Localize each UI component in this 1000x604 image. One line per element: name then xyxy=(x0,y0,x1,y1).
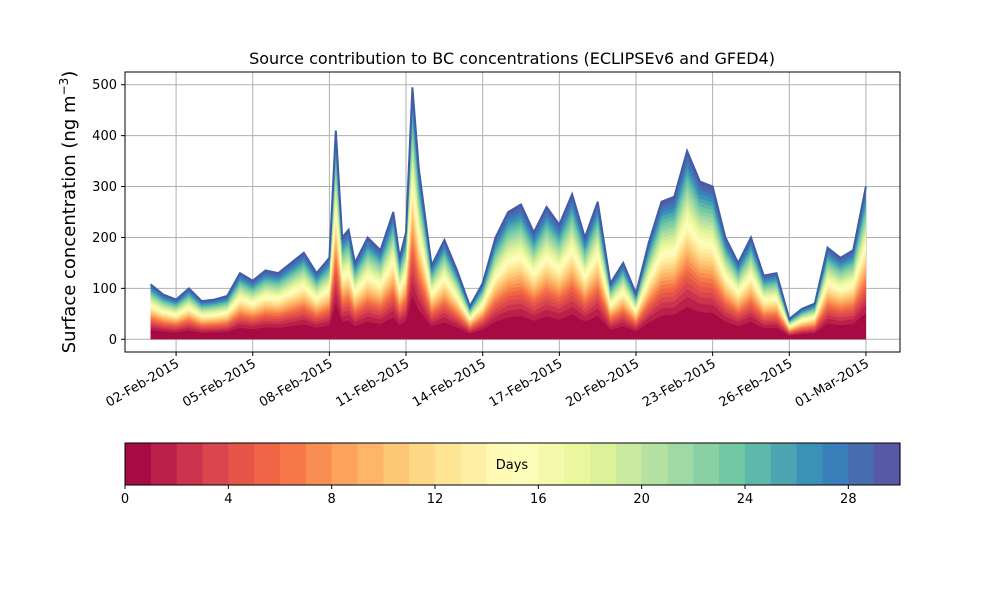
colorbar-segment xyxy=(409,443,436,485)
chart-title: Source contribution to BC concentrations… xyxy=(249,49,775,68)
colorbar-segment xyxy=(796,443,824,485)
area-layer xyxy=(149,87,867,340)
plot-frame xyxy=(124,71,901,353)
y-axis-label: Surface concentration (ng m−3) xyxy=(57,71,80,354)
x-tick-label: 11-Feb-2015 xyxy=(334,356,413,410)
colorbar-segment xyxy=(538,443,565,485)
colorbar-tick-label: 28 xyxy=(840,492,857,507)
colorbar-tick-label: 12 xyxy=(427,492,444,507)
colorbar-segment xyxy=(280,443,307,485)
y-tick-label: 400 xyxy=(92,129,117,144)
colorbar-tick-label: 20 xyxy=(633,492,650,507)
colorbar: 0 4 8 12 16 20 24 28 xyxy=(121,442,901,507)
y-tick-label: 100 xyxy=(92,282,117,297)
colorbar-segment xyxy=(615,443,643,485)
colorbar-segment xyxy=(254,443,281,485)
total-line xyxy=(149,87,867,321)
colorbar-tick-label: 4 xyxy=(224,492,232,507)
colorbar-segment xyxy=(125,443,152,485)
colorbar-segment xyxy=(874,443,901,485)
colorbar-segment xyxy=(305,443,333,485)
x-tick-label: 23-Feb-2015 xyxy=(640,356,719,410)
colorbar-segment xyxy=(486,443,514,485)
colorbar-label: Days xyxy=(496,458,529,473)
y-tick-label: 300 xyxy=(92,180,117,195)
colorbar-segment xyxy=(331,443,359,485)
colorbar-segment xyxy=(745,443,772,485)
colorbar-segment xyxy=(848,443,875,485)
y-tick-label: 0 xyxy=(109,333,117,348)
colorbar-segment xyxy=(719,443,746,485)
y-tick-label: 200 xyxy=(92,231,117,246)
x-tick-label: 08-Feb-2015 xyxy=(257,356,336,410)
colorbar-segment xyxy=(590,443,617,485)
y-tick-label: 500 xyxy=(92,78,117,93)
colorbar-segment xyxy=(512,443,539,485)
area-layer-day-0 xyxy=(150,296,866,340)
colorbar-tick-label: 8 xyxy=(328,492,336,507)
axis-layer: 0 100 200 300 400 500 02-Feb-201505-Feb-201508… xyxy=(92,78,872,411)
colorbar-segment xyxy=(383,443,410,485)
colorbar-segment xyxy=(460,443,488,485)
colorbar-frame xyxy=(124,442,901,486)
x-tick-label: 01-Mar-2015 xyxy=(793,356,872,410)
colorbar-segment xyxy=(357,443,384,485)
colorbar-segment xyxy=(176,443,204,485)
x-tick-label: 26-Feb-2015 xyxy=(717,356,796,410)
colorbar-tick-label: 24 xyxy=(737,492,754,507)
colorbar-segment xyxy=(770,443,798,485)
colorbar-segment xyxy=(564,443,591,485)
colorbar-tick-label: 0 xyxy=(121,492,129,507)
x-tick-label: 05-Feb-2015 xyxy=(180,356,259,410)
colorbar-segment xyxy=(435,443,462,485)
colorbar-segment xyxy=(202,443,229,485)
colorbar-segment xyxy=(641,443,669,485)
colorbar-segment xyxy=(667,443,694,485)
colorbar-tick-label: 16 xyxy=(530,492,547,507)
x-tick-label: 14-Feb-2015 xyxy=(410,356,489,410)
x-tick-label: 02-Feb-2015 xyxy=(104,356,183,410)
colorbar-segment xyxy=(822,443,849,485)
colorbar-segment xyxy=(228,443,255,485)
x-tick-label: 20-Feb-2015 xyxy=(563,356,642,410)
x-tick-label: 17-Feb-2015 xyxy=(487,356,566,410)
colorbar-segment xyxy=(150,443,178,485)
colorbar-segment xyxy=(693,443,720,485)
